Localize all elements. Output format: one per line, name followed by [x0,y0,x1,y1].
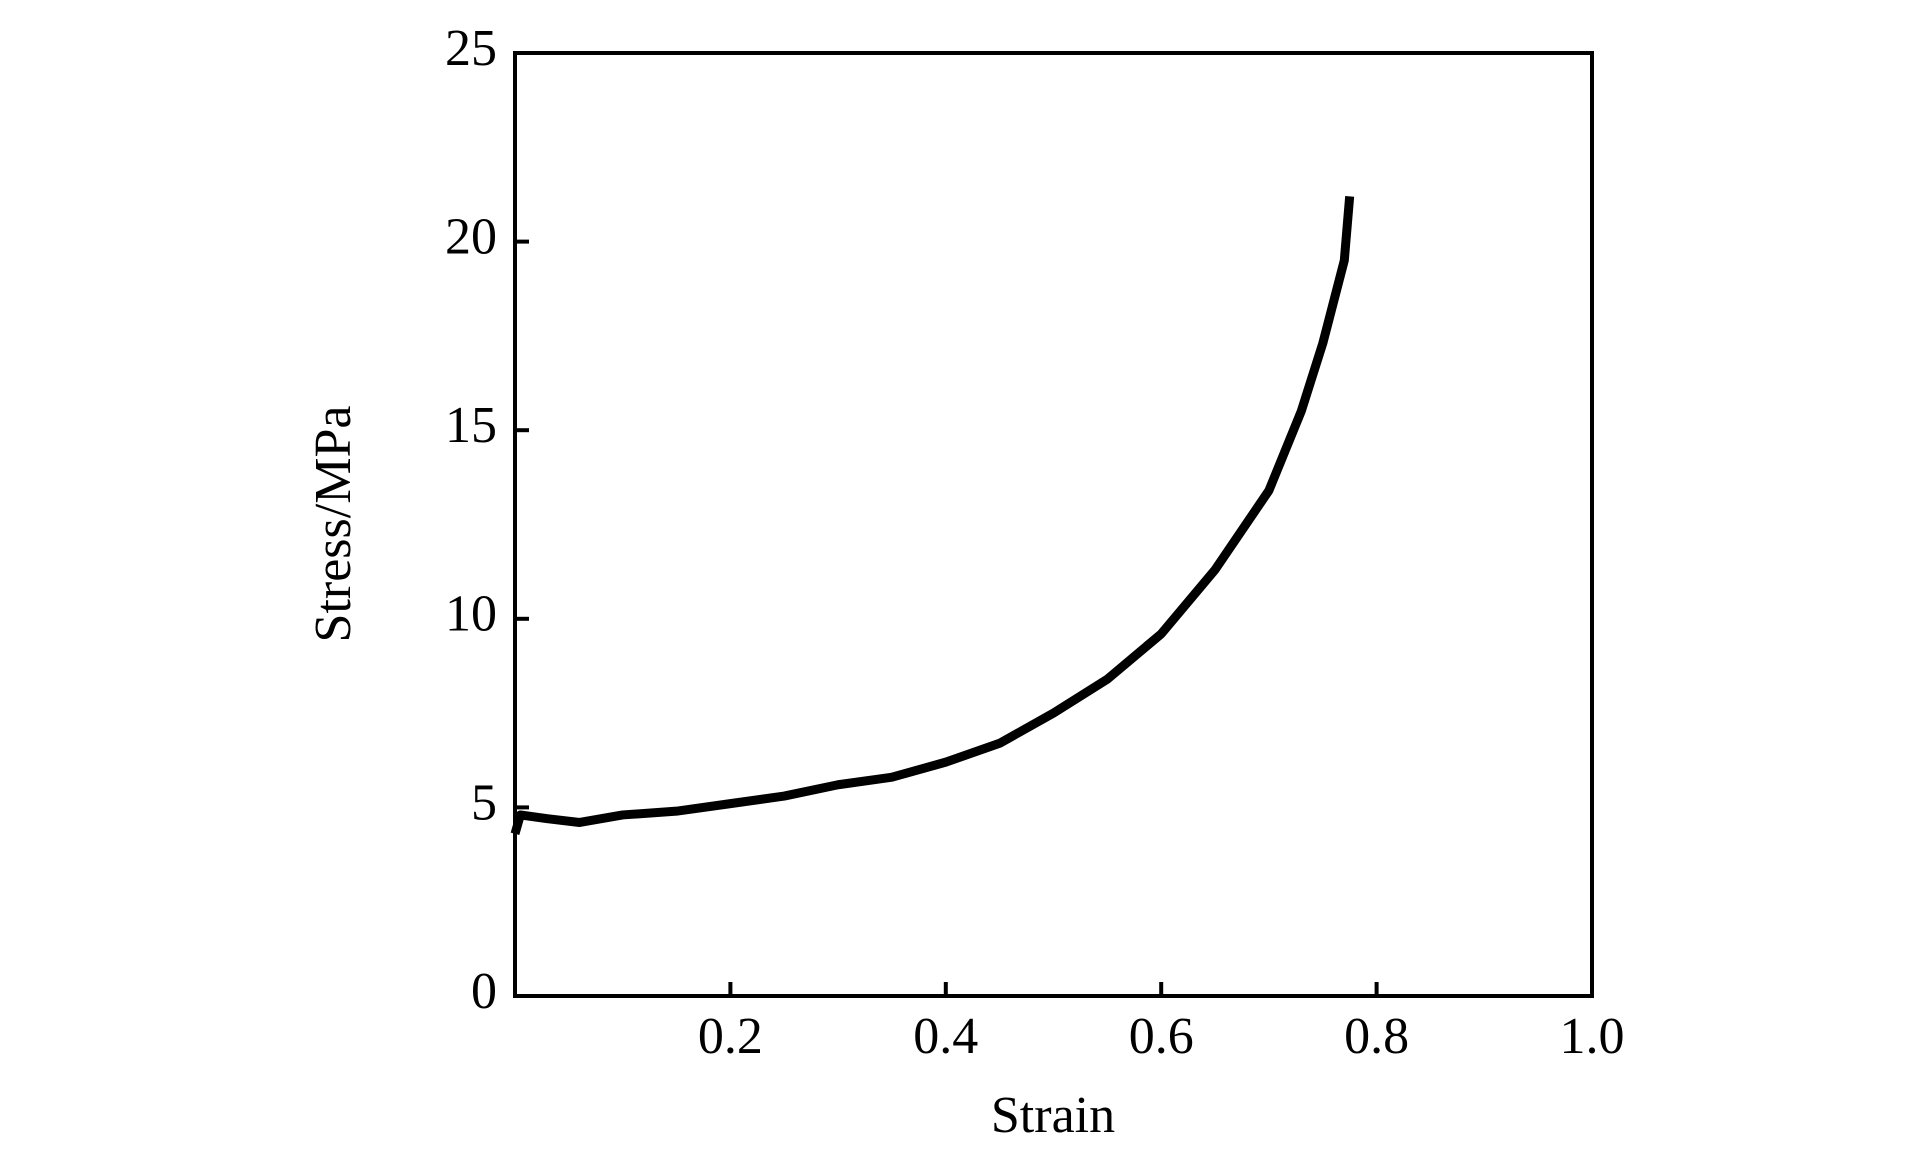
x-tick-label: 0.8 [1344,1008,1409,1065]
y-tick-label: 25 [445,20,497,77]
x-axis-label: Strain [991,1087,1115,1144]
x-tick-label: 0.6 [1129,1008,1194,1065]
line-series [510,195,1355,836]
y-tick-label: 20 [445,209,497,266]
y-tick-label: 15 [445,397,497,454]
y-axis-label: Stress/MPa [305,406,362,643]
x-tick-label: 1.0 [1560,1008,1625,1065]
y-tick-label: 5 [471,774,497,831]
x-tick-label: 0.4 [913,1008,978,1065]
y-tick-label: 10 [445,586,497,643]
plot-frame [513,51,1594,998]
y-tick-label: 0 [471,963,497,1020]
x-tick-label: 0.2 [698,1008,763,1065]
